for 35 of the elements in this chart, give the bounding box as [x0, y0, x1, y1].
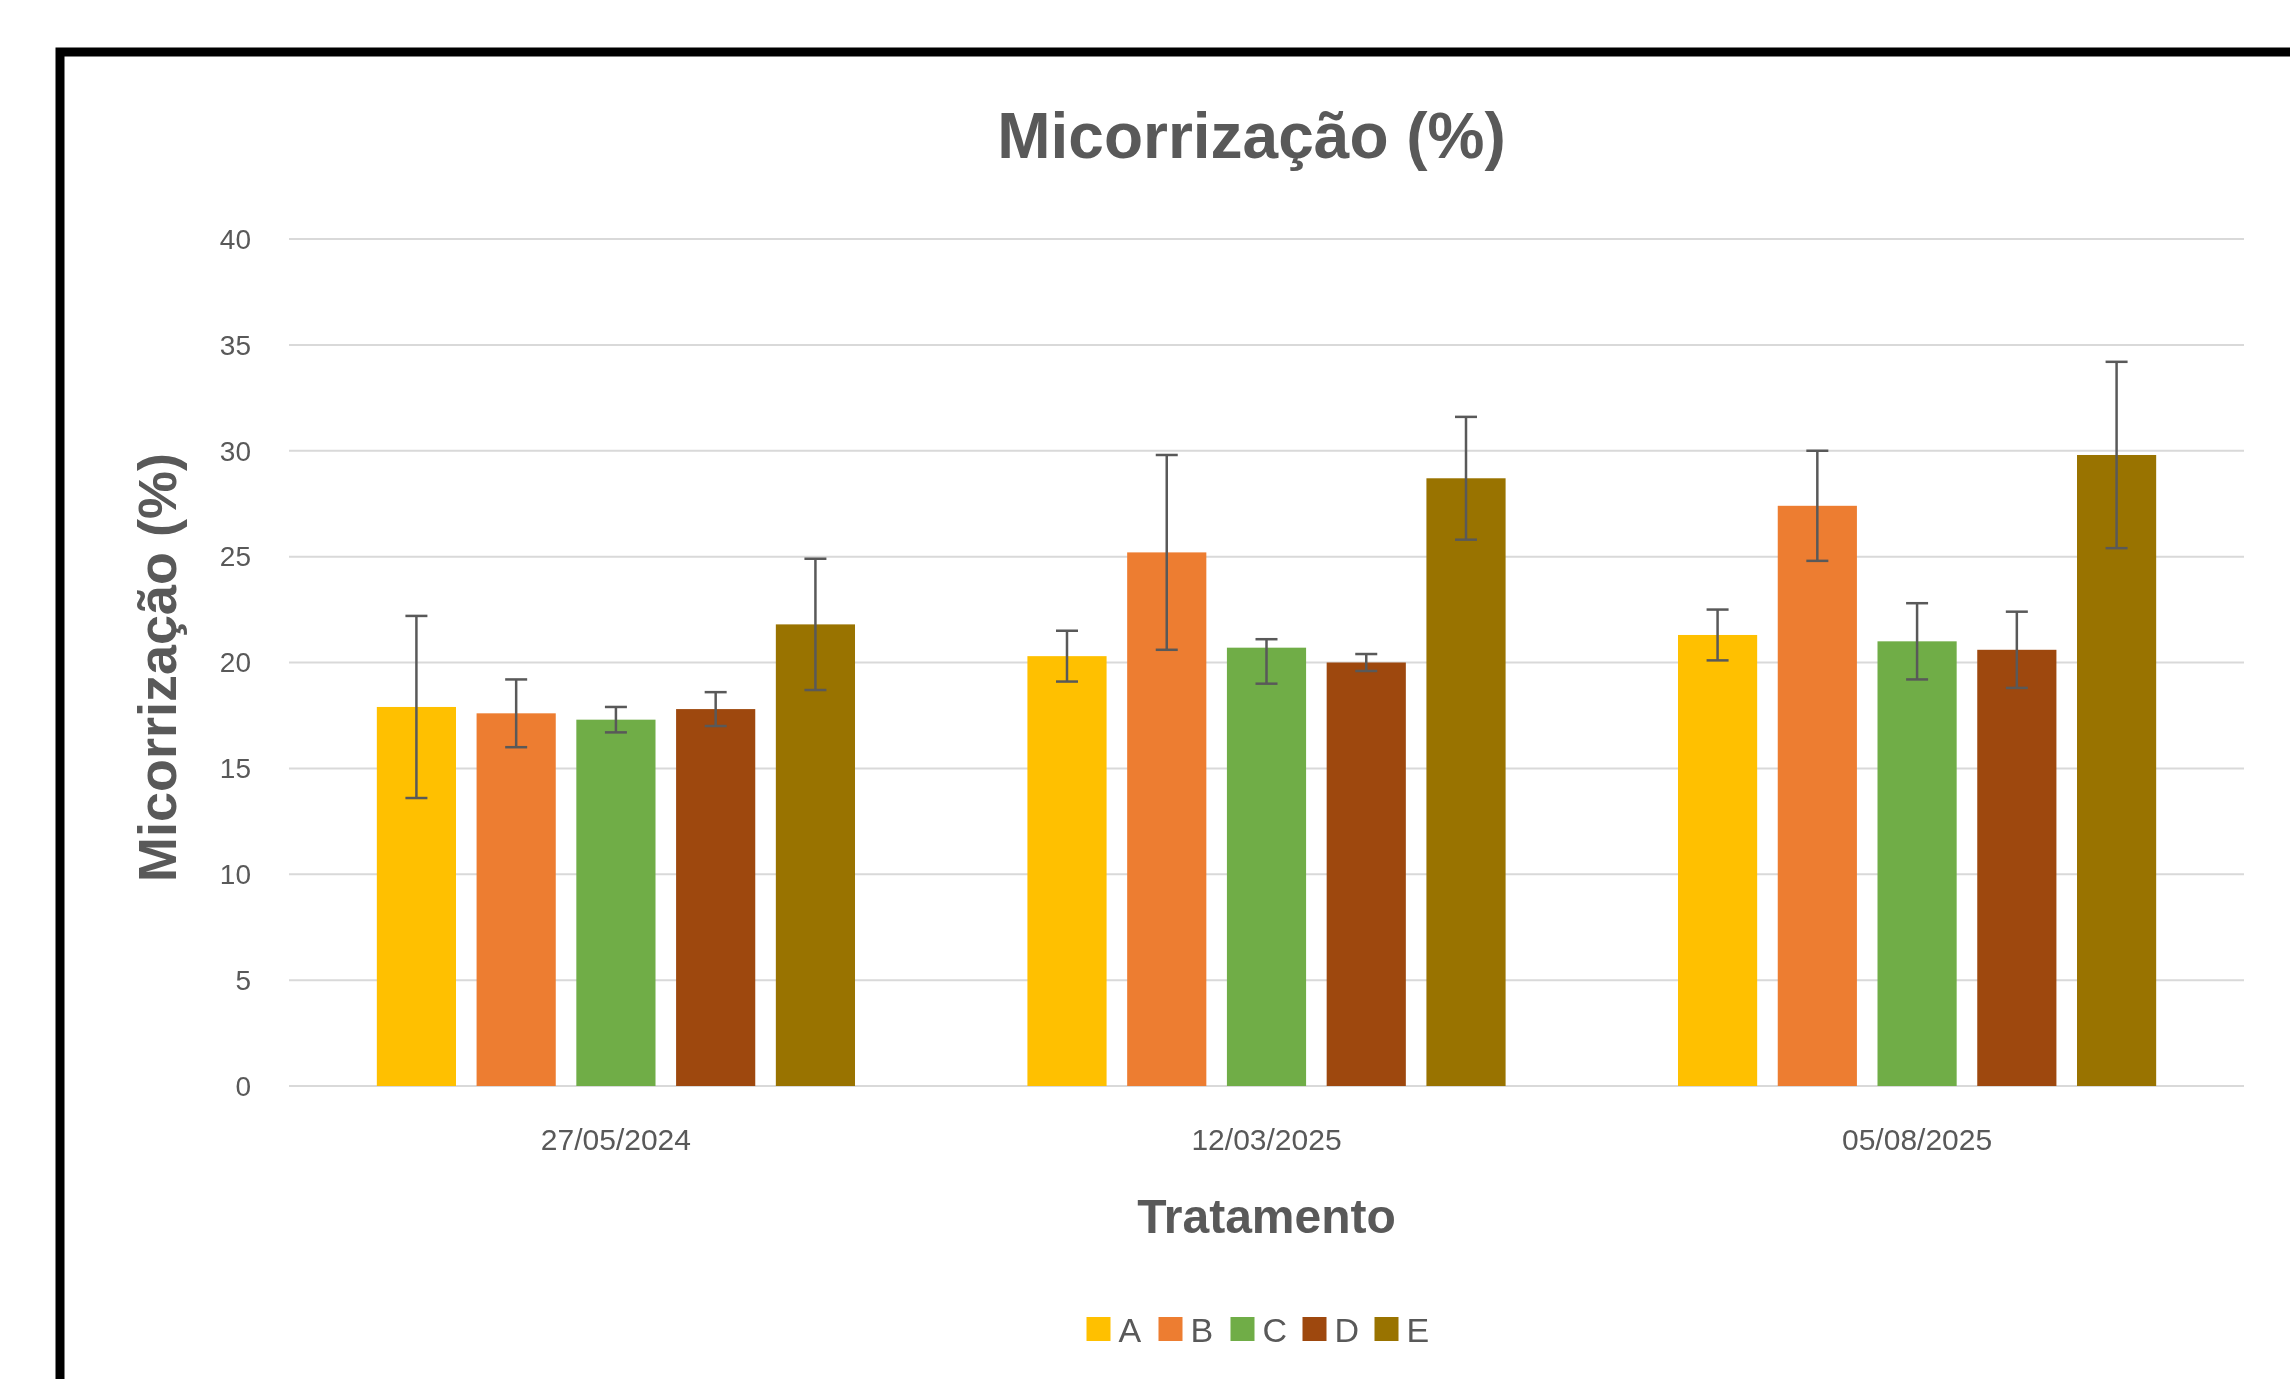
- bar: [1127, 552, 1207, 1086]
- y-tick-label: 5: [235, 964, 251, 996]
- x-tick-label: 05/08/2025: [1842, 1123, 1993, 1156]
- bar: [676, 709, 756, 1086]
- y-axis-title: Micorrização (%): [127, 452, 187, 883]
- chart-title: Micorrização (%): [997, 100, 1506, 172]
- bar: [1977, 649, 2057, 1086]
- legend-label: B: [1190, 1310, 1214, 1349]
- legend-label: D: [1334, 1310, 1360, 1349]
- y-tick-label: 40: [219, 223, 251, 255]
- y-tick-label: 20: [219, 647, 251, 679]
- bar: [775, 624, 856, 1086]
- bar: [576, 719, 656, 1086]
- bar: [1677, 634, 1758, 1086]
- bar: [376, 706, 456, 1086]
- y-tick-label: 0: [235, 1070, 251, 1102]
- bar: [1777, 505, 1857, 1086]
- bar: [2077, 454, 2157, 1086]
- bar: [1877, 641, 1957, 1086]
- x-axis-title: Tratamento: [1137, 1190, 1396, 1243]
- bar: [1226, 647, 1307, 1086]
- legend-label: C: [1262, 1310, 1288, 1349]
- y-tick-label: 35: [219, 329, 251, 361]
- legend-label: A: [1118, 1310, 1142, 1349]
- bar: [1426, 478, 1506, 1086]
- y-tick-label: 10: [219, 859, 251, 891]
- y-tick-label: 25: [219, 541, 251, 573]
- bar: [1326, 662, 1406, 1086]
- x-tick-label: 27/05/2024: [540, 1123, 691, 1156]
- bar: [1027, 656, 1107, 1086]
- x-tick-label: 12/03/2025: [1191, 1123, 1342, 1156]
- y-tick-label: 15: [219, 753, 251, 785]
- legend-label: E: [1406, 1310, 1430, 1349]
- y-tick-label: 30: [219, 435, 251, 467]
- bar: [476, 713, 556, 1086]
